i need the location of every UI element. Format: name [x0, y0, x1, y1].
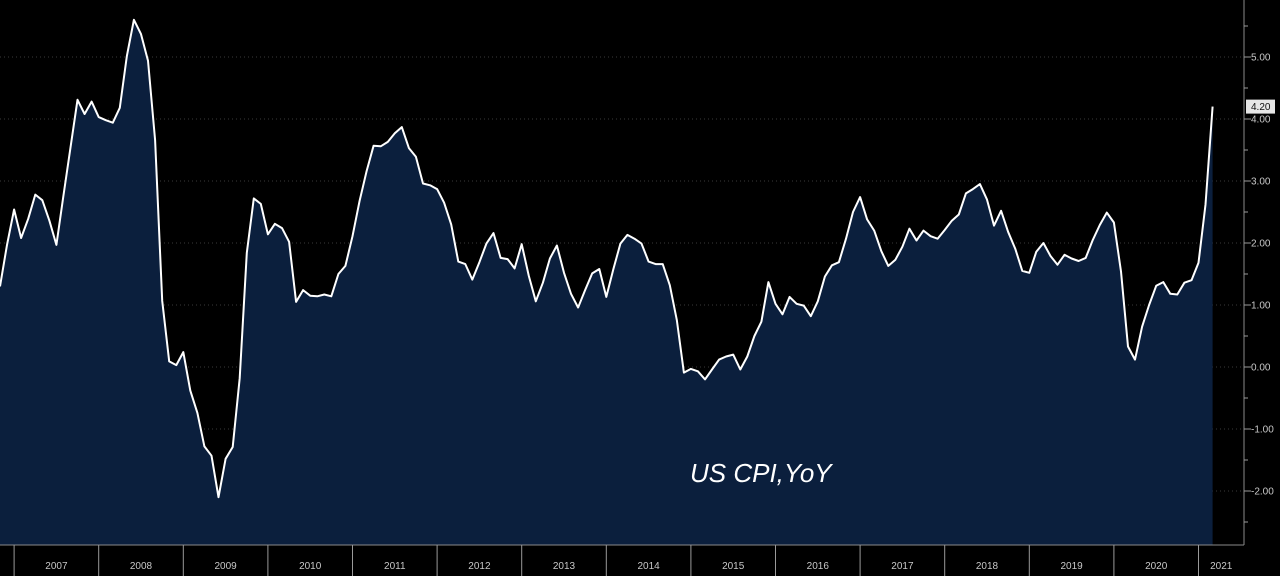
x-tick-label: 2018 — [976, 561, 999, 572]
y-tick-label: 4.00 — [1251, 115, 1271, 126]
y-tick-label: -1.00 — [1251, 425, 1274, 436]
chart-annotation: US CPI,YoY — [690, 458, 833, 488]
x-tick-label: 2021 — [1210, 561, 1233, 572]
y-axis: 5.00 4.00 3.00 2.00 1.00 0.00 -1.00 -2.00 — [1243, 0, 1274, 545]
x-tick-label: 2017 — [891, 561, 914, 572]
x-tick-label: 2014 — [637, 561, 660, 572]
y-tick-label: -2.00 — [1251, 487, 1274, 498]
y-tick-label: 5.00 — [1251, 53, 1271, 64]
area-layer — [0, 18, 1214, 546]
series-line — [0, 18, 1214, 499]
x-tick-label: 2009 — [214, 561, 237, 572]
x-tick-label: 2012 — [468, 561, 491, 572]
x-tick-label: 2013 — [553, 561, 576, 572]
x-tick-label: 2020 — [1145, 561, 1168, 572]
x-tick-label: 2015 — [722, 561, 745, 572]
x-tick-label: 2008 — [130, 561, 153, 572]
x-tick-label: 2011 — [384, 561, 406, 572]
y-tick-label: 2.00 — [1251, 239, 1271, 250]
x-tick-label: 2019 — [1060, 561, 1083, 572]
series-area — [0, 19, 1213, 546]
x-tick-label: 2007 — [45, 561, 68, 572]
x-axis: 2007 2008 2009 2010 2011 2012 2013 2014 2015 2016… — [0, 544, 1244, 576]
y-tick-label: 0.00 — [1251, 363, 1271, 374]
y-tick-label: 3.00 — [1251, 177, 1271, 188]
x-tick-label: 2016 — [807, 561, 830, 572]
last-value-box — [1246, 99, 1275, 114]
last-value-marker: 4.20 — [1246, 99, 1275, 114]
y-tick-label: 1.00 — [1251, 301, 1271, 312]
last-value-label: 4.20 — [1251, 102, 1271, 113]
x-tick-label: 2010 — [299, 561, 322, 572]
